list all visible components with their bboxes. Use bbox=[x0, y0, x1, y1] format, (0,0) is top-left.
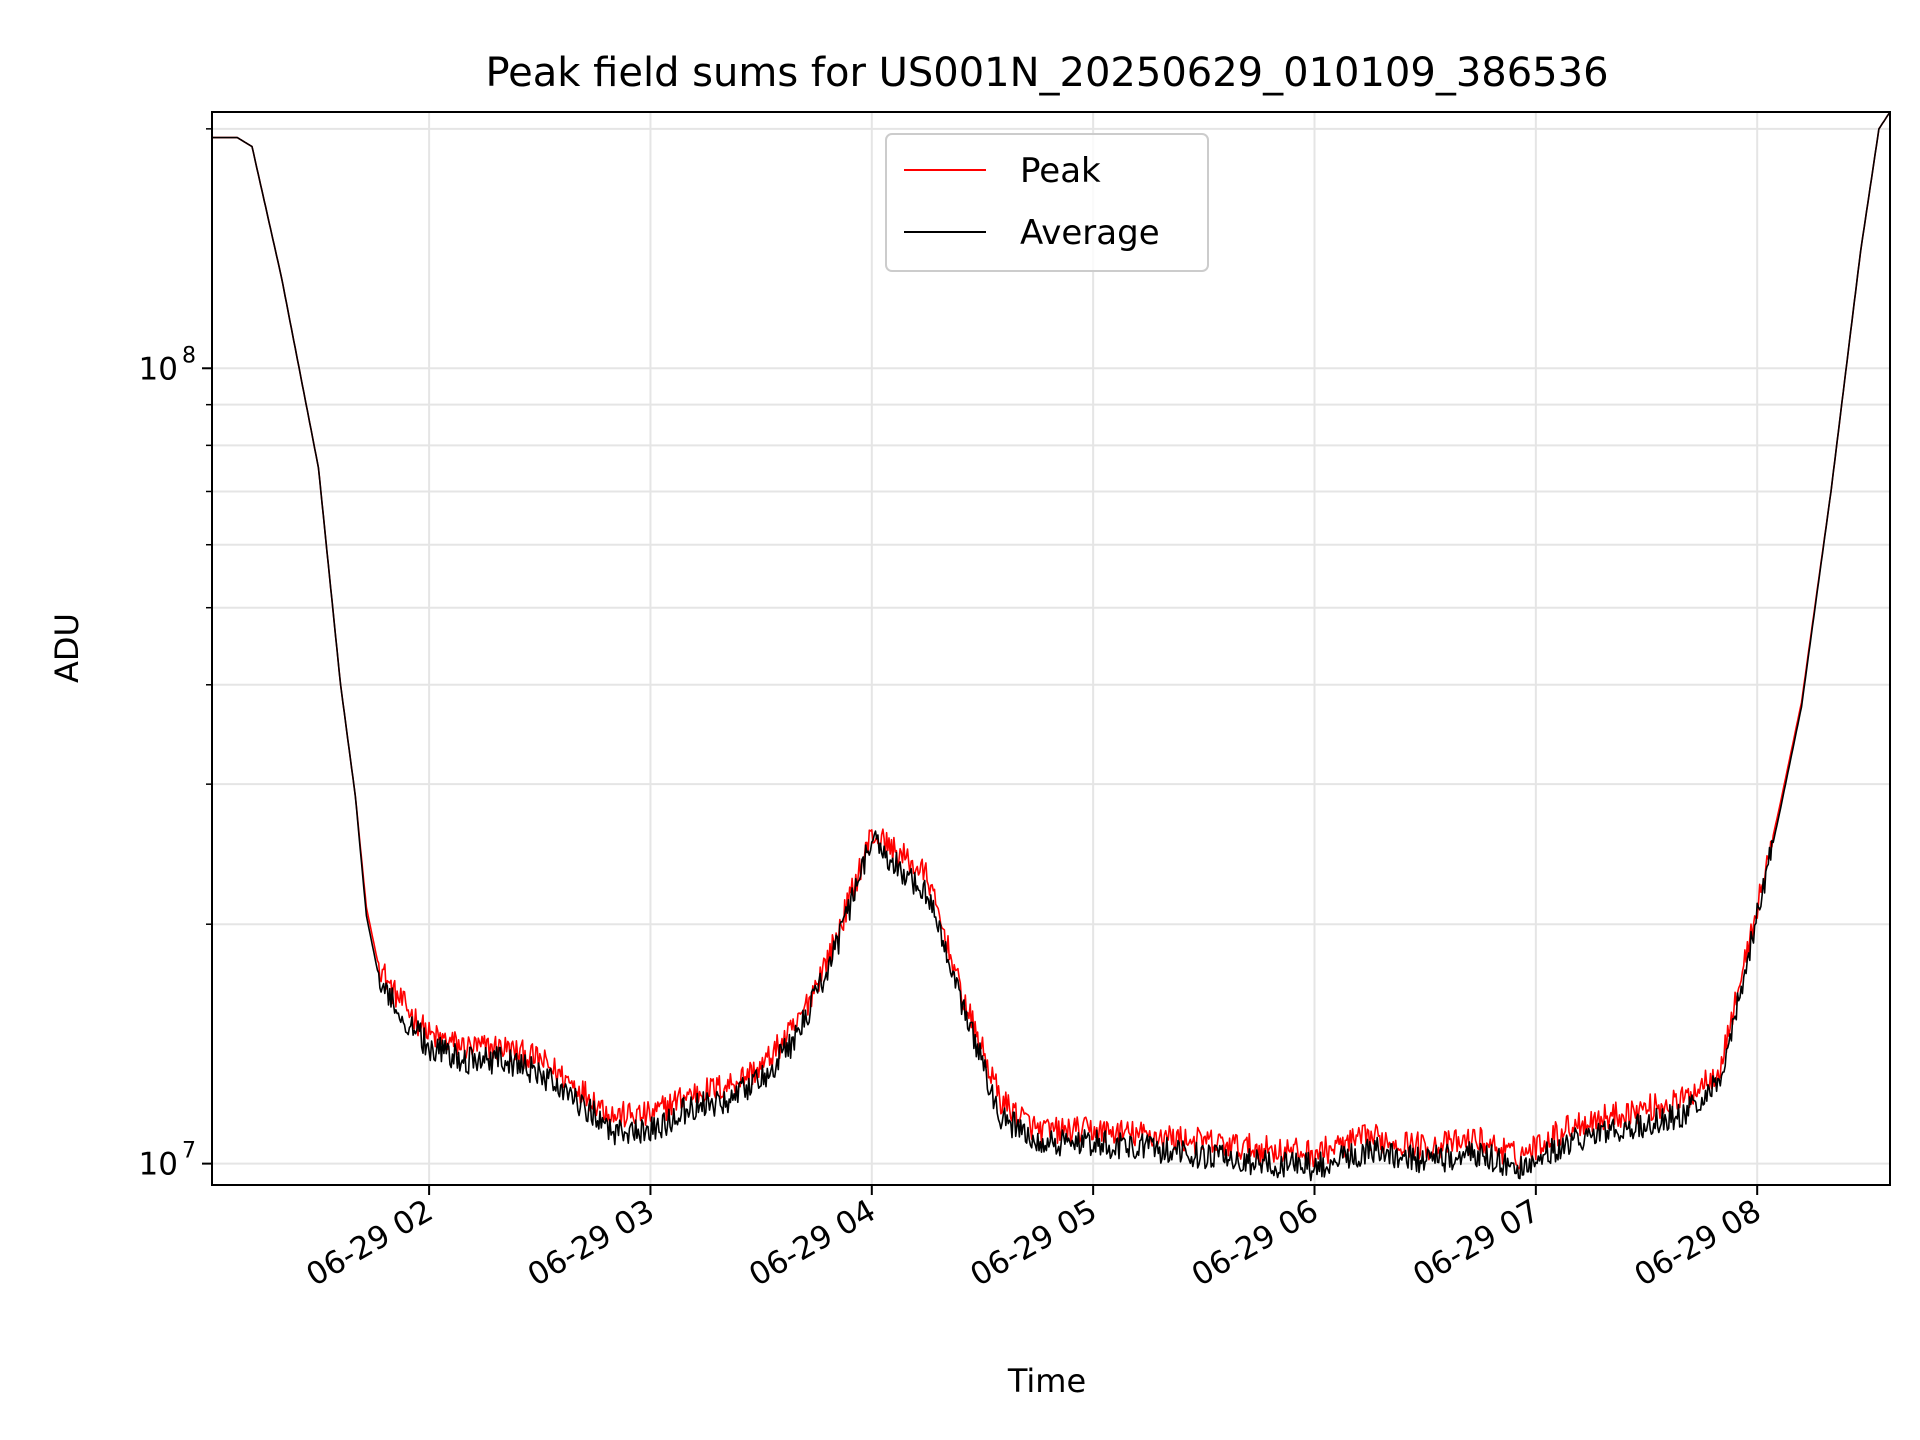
legend-label-peak: Peak bbox=[1020, 151, 1101, 191]
y-tick-label: 10 bbox=[139, 351, 178, 387]
y-axis-label: ADU bbox=[48, 613, 86, 683]
series-line-peak bbox=[212, 112, 1890, 1170]
series-line-average bbox=[212, 112, 1890, 1182]
legend-box bbox=[885, 133, 1209, 272]
grid bbox=[212, 112, 1890, 1185]
x-tick-label: 06-29 05 bbox=[964, 1193, 1103, 1294]
x-tick-label: 06-29 02 bbox=[300, 1193, 439, 1294]
plot-frame bbox=[211, 111, 1891, 1186]
x-tick-label: 06-29 03 bbox=[522, 1193, 661, 1294]
x-axis: 06-29 02 06-29 03 06-29 04 06-29 05 06-29 06… bbox=[300, 1185, 1767, 1294]
series-layer bbox=[212, 112, 1890, 1182]
x-tick-label: 06-29 07 bbox=[1407, 1193, 1546, 1294]
y-tick-exponent: 7 bbox=[182, 1139, 196, 1164]
legend-label-average: Average bbox=[1020, 213, 1160, 253]
x-tick-label: 06-29 08 bbox=[1628, 1193, 1767, 1294]
legend: Peak Average bbox=[885, 133, 1209, 272]
y-tick-exponent: 8 bbox=[182, 343, 196, 368]
x-axis-label: Time bbox=[1007, 1362, 1086, 1400]
x-tick-label: 06-29 06 bbox=[1186, 1193, 1325, 1294]
x-tick-label: 06-29 04 bbox=[743, 1193, 882, 1294]
y-tick-label: 10 bbox=[139, 1147, 178, 1183]
chart-title: Peak field sums for US001N_20250629_0101… bbox=[485, 50, 1608, 96]
